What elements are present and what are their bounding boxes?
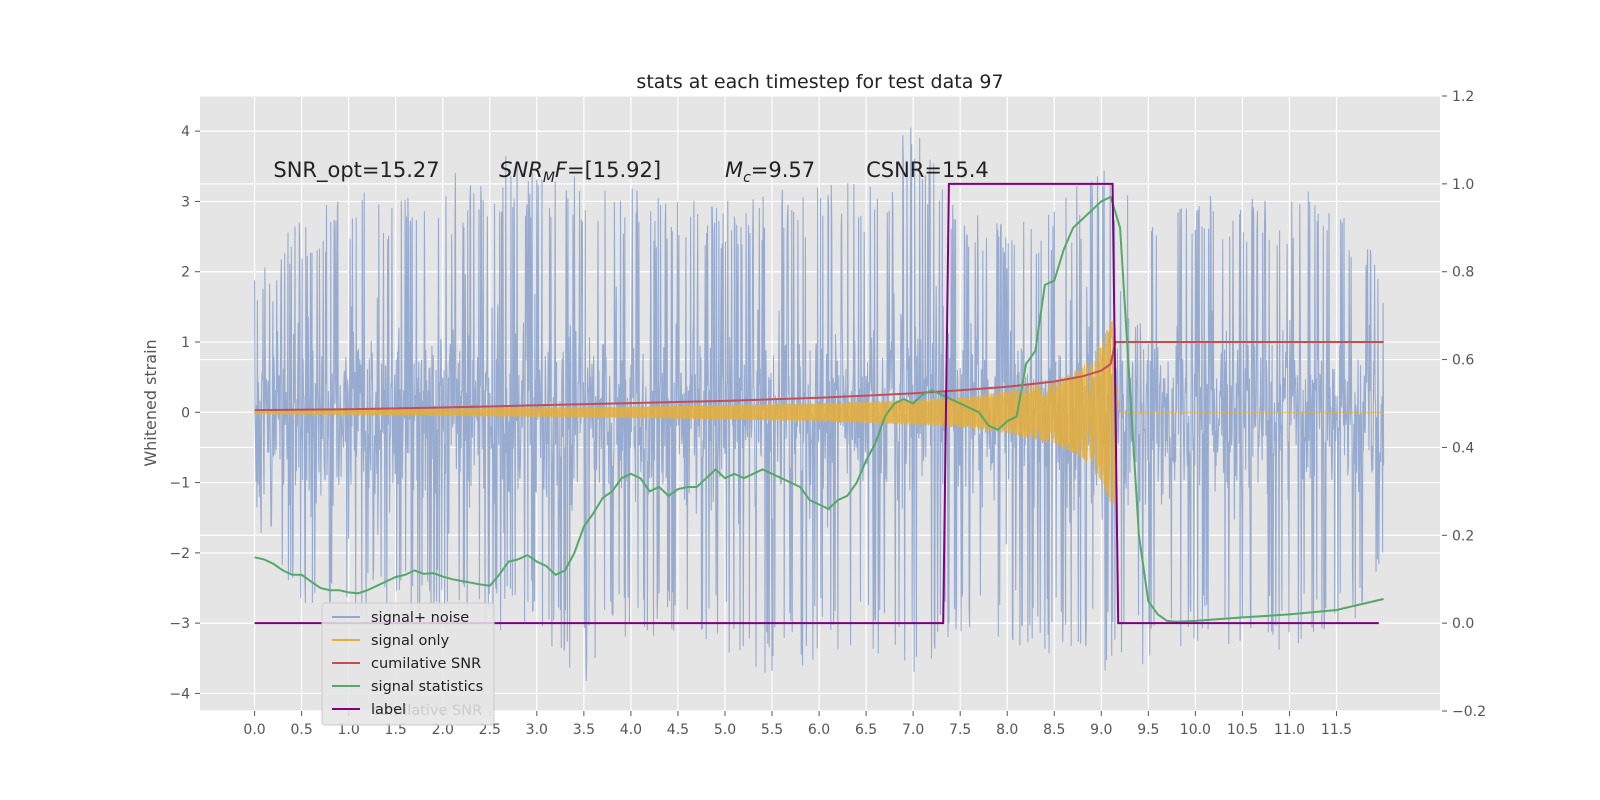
x-tick-label: 0.0 [243,722,265,738]
legend-label: signal+ noise [371,610,469,626]
x-tick-label: 6.0 [808,722,830,738]
x-tick-label: 3.5 [573,722,595,738]
y2-tick-label: 0.6 [1452,353,1474,369]
axes-layer: 0.0 0.5 1.0 1.5 2.0 2.5 3.0 3.5 4.0 4.5 5.0 5.5 6.0 6… [169,89,1486,738]
y2-tick-label: 0.0 [1452,616,1474,632]
y-tick-label: 4 [181,124,190,140]
x-tick-label: 11.0 [1274,722,1305,738]
x-tick-label: 10.5 [1227,722,1258,738]
y2-tick-label: 0.8 [1452,265,1474,281]
annotation-layer: SNR_opt=15.27 SNRMF=[15.92] Mc=9.57 CSNR=15… [273,158,988,186]
x-tick-label: 1.0 [338,722,360,738]
series-signal-only [254,320,1384,504]
y-tick-label: 3 [181,194,190,210]
x-tick-label: 11.5 [1321,722,1352,738]
x-tick-label: 7.0 [902,722,924,738]
series-layer [254,127,1385,682]
legend-box [321,602,495,726]
x-tick-label: 6.5 [855,722,877,738]
y-tick-label: −1 [169,476,190,492]
x-tick-label: 5.5 [761,722,783,738]
y2-tick-label: 0.2 [1452,528,1474,544]
y-tick-label: −2 [169,546,190,562]
legend-label: signal only [371,633,450,649]
y-tick-label: −4 [169,686,190,702]
x-tick-label: 1.5 [385,722,407,738]
x-tick-label: 9.0 [1090,722,1112,738]
annotation-3: Mc=9.57 [725,158,815,186]
annotation-1: SNR_opt=15.27 [273,158,439,183]
y2-tick-label: 1.2 [1452,89,1474,105]
y-tick-label: 0 [181,405,190,421]
legend: cumilative SNR signal+ noise signal only cu… [321,602,495,726]
x-tick-label: 8.0 [996,722,1018,738]
x-tick-label: 9.5 [1137,722,1159,738]
series-label [254,182,1379,625]
legend-label: cumilative SNR [371,656,481,672]
x-tick-label: 4.5 [667,722,689,738]
annotation-4: CSNR=15.4 [866,158,989,182]
legend-ghost-text: cumilative SNR [372,703,482,719]
y2-tick-label: −0.2 [1452,704,1486,720]
x-tick-label: 2.5 [479,722,501,738]
y-axis-label: Whitened strain [141,339,160,466]
x-tick-label: 3.0 [526,722,548,738]
x-tick-label: 4.0 [620,722,642,738]
annotation-2: SNRMF=[15.92] [499,158,661,186]
x-tick-label: 7.5 [949,722,971,738]
x-tick-label: 2.0 [432,722,454,738]
x-tick-label: 0.5 [290,722,312,738]
x-tick-label: 8.5 [1043,722,1065,738]
series-cumulative-snr [254,341,1384,412]
y-tick-label: −3 [169,616,190,632]
y2-tick-label: 1.0 [1452,177,1474,193]
y-tick-label: 1 [181,335,190,351]
y-tick-label: 2 [181,265,190,281]
series-signal-noise [254,127,1385,682]
series-signal-statistics [254,195,1384,623]
legend-label: signal statistics [371,679,483,695]
x-tick-label: 5.0 [714,722,736,738]
y2-tick-label: 0.4 [1452,440,1474,456]
legend-label: label [371,702,406,718]
x-tick-label: 10.0 [1180,722,1211,738]
chart-title: stats at each timestep for test data 97 [636,71,1003,93]
